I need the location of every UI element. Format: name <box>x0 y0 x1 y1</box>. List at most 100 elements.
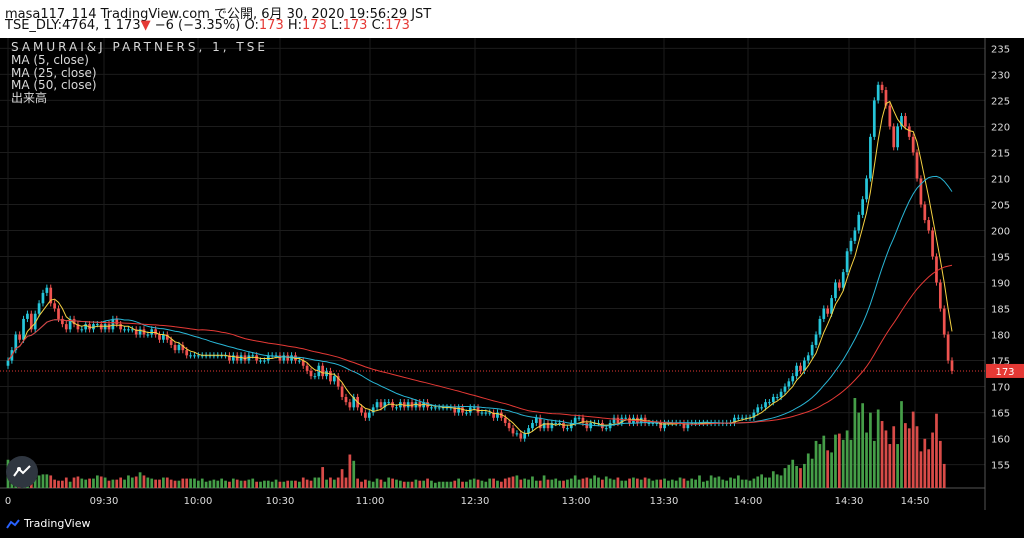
volume-bar <box>150 478 154 488</box>
volume-bar <box>663 478 666 488</box>
candle-body <box>259 360 262 362</box>
volume-bar <box>224 480 227 488</box>
volume-bar <box>480 480 484 488</box>
volume-bar <box>61 480 64 488</box>
volume-bar <box>367 480 371 488</box>
candle-body <box>616 417 620 423</box>
volume-bar <box>853 398 857 488</box>
volume-bar <box>826 450 830 488</box>
candle-body <box>519 433 523 439</box>
candle-body <box>655 422 659 424</box>
volume-bar <box>158 479 161 488</box>
candle-body <box>566 428 569 430</box>
candle-body <box>465 412 468 414</box>
candle-body <box>461 407 464 413</box>
candle-body <box>138 329 142 335</box>
candle-body <box>430 407 433 409</box>
volume-bar <box>375 478 379 488</box>
candle-body <box>810 344 814 356</box>
candle-body <box>61 318 64 325</box>
price-tick-label: 205 <box>991 200 1010 211</box>
volume-bar <box>204 481 208 488</box>
time-tick-label: 11:00 <box>356 496 385 507</box>
candle-body <box>935 256 938 283</box>
volume-bar <box>585 477 589 488</box>
volume-bar <box>938 440 942 488</box>
candle-body <box>624 417 628 419</box>
candle-body <box>433 407 437 409</box>
time-tick-label: 0 <box>5 496 11 507</box>
volume-bar <box>837 433 841 488</box>
candle-body <box>538 417 542 429</box>
volume-bar <box>395 479 398 488</box>
volume-bar <box>562 480 565 488</box>
volume-bar <box>286 480 290 488</box>
candle-body <box>165 334 169 340</box>
candle-body <box>931 230 934 257</box>
tradingview-logo[interactable]: TradingView <box>6 517 90 530</box>
volume-bar <box>309 480 313 488</box>
volume-bar <box>45 474 49 488</box>
volume-bar <box>297 481 301 488</box>
volume-bar <box>325 479 328 488</box>
candle-body <box>216 355 220 357</box>
volume-bar <box>604 476 608 488</box>
volume-bar <box>655 479 659 488</box>
legend-ma5: MA (5, close) <box>11 52 89 67</box>
volume-bar <box>134 476 138 488</box>
volume-bar <box>643 477 647 488</box>
volume-bar <box>612 479 616 488</box>
volume-bar <box>426 478 429 488</box>
candle-body <box>500 412 503 418</box>
volume-bar <box>822 435 826 488</box>
volume-bar <box>915 426 919 488</box>
candle-body <box>783 386 787 392</box>
volume-bar <box>911 411 915 488</box>
volume-bar <box>756 476 760 488</box>
volume-bar <box>130 477 134 488</box>
ma50-line <box>7 264 953 425</box>
volume-bar <box>900 401 903 488</box>
time-tick-label: 10:00 <box>184 496 213 507</box>
volume-bar <box>550 479 554 488</box>
candle-body <box>484 412 488 414</box>
candle-body <box>142 329 146 335</box>
chart-area[interactable]: 155 160 165 170 175 180 185 190 195 200 205 210 215 2… <box>0 38 1024 511</box>
candle-body <box>861 199 865 215</box>
candle-body <box>620 417 624 423</box>
volume-bar <box>729 477 732 488</box>
open-label: O: <box>244 18 259 33</box>
price-chart-svg[interactable]: 155 160 165 170 175 180 185 190 195 200 205 210 215 2… <box>0 38 1024 511</box>
volume-bar <box>282 481 286 488</box>
candle-body <box>173 344 177 351</box>
tradingview-watermark-icon <box>6 456 38 488</box>
volume-bar <box>752 478 756 488</box>
low-label: L: <box>331 18 343 33</box>
candle-body <box>37 303 41 314</box>
candle-body <box>453 407 457 413</box>
candle-body <box>531 422 534 429</box>
candle-body <box>849 240 853 252</box>
volume-bar <box>329 477 332 488</box>
candle-body <box>472 407 476 409</box>
candle-body <box>915 152 919 179</box>
candle-body <box>667 422 670 424</box>
candle-body <box>414 402 418 408</box>
candle-body <box>795 365 798 377</box>
volume-bar <box>220 478 224 488</box>
candle-body <box>255 355 258 361</box>
candle-body <box>14 334 18 351</box>
volume-bar <box>632 477 635 488</box>
candle-body <box>768 402 771 404</box>
candle-body <box>550 422 554 429</box>
candle-body <box>127 329 130 331</box>
candle-body <box>33 313 37 330</box>
price-tick-label: 175 <box>991 357 1010 368</box>
candle-body <box>682 422 686 429</box>
candle-body <box>263 360 266 362</box>
time-tick-label: 14:30 <box>835 496 864 507</box>
candle-body <box>146 334 150 336</box>
volume-bar <box>406 481 410 488</box>
candle-body <box>111 318 115 330</box>
volume-bar <box>216 480 220 488</box>
